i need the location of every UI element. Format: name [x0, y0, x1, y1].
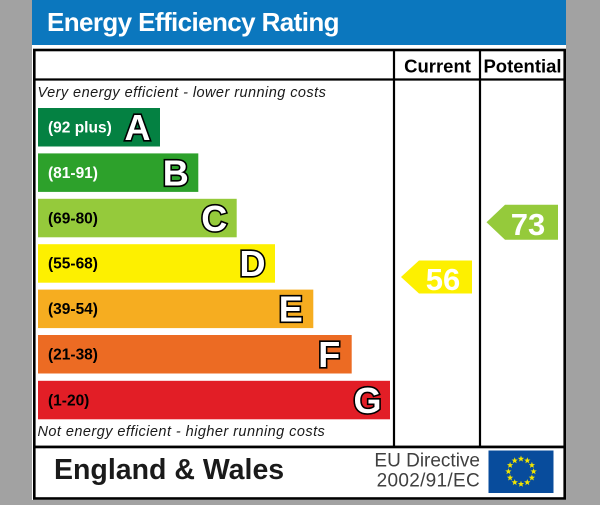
svg-text:D: D — [240, 243, 266, 284]
svg-text:(1-20): (1-20) — [48, 392, 89, 409]
svg-text:Potential: Potential — [483, 55, 561, 76]
svg-text:E: E — [279, 289, 303, 330]
svg-text:(92 plus): (92 plus) — [48, 120, 112, 137]
svg-text:B: B — [163, 152, 189, 193]
svg-text:Current: Current — [404, 55, 471, 76]
svg-text:(69-80): (69-80) — [48, 210, 98, 227]
svg-text:A: A — [125, 107, 151, 148]
svg-text:73: 73 — [511, 207, 545, 242]
svg-text:56: 56 — [426, 262, 460, 297]
svg-text:Not energy efficient - higher: Not energy efficient - higher running co… — [38, 424, 326, 440]
svg-text:(81-91): (81-91) — [48, 165, 98, 182]
svg-text:F: F — [318, 334, 340, 375]
svg-text:(55-68): (55-68) — [48, 256, 98, 273]
svg-text:(39-54): (39-54) — [48, 301, 98, 318]
svg-text:(21-38): (21-38) — [48, 347, 98, 364]
svg-text:C: C — [201, 198, 227, 239]
svg-text:2002/91/EC: 2002/91/EC — [377, 470, 480, 491]
svg-text:Very energy efficient - lower: Very energy efficient - lower running co… — [38, 85, 327, 101]
svg-text:England & Wales: England & Wales — [54, 454, 284, 486]
svg-text:EU Directive: EU Directive — [374, 450, 480, 471]
svg-text:Energy Efficiency Rating: Energy Efficiency Rating — [47, 7, 339, 37]
svg-text:G: G — [353, 380, 381, 421]
